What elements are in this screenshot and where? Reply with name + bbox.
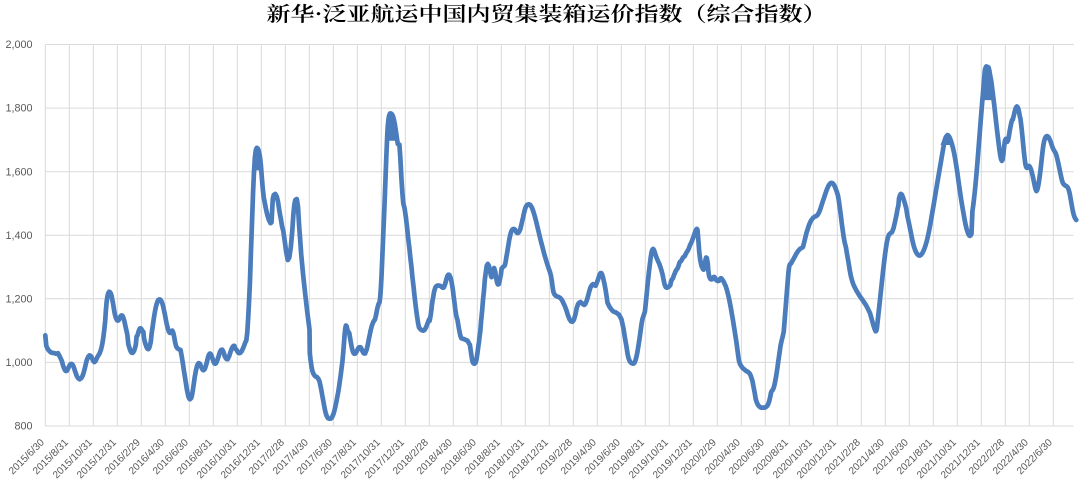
svg-text:1,400: 1,400 [5,230,32,242]
svg-text:2,000: 2,000 [5,39,32,51]
svg-text:800: 800 [14,421,32,433]
svg-text:1,800: 1,800 [5,103,32,115]
svg-text:1,000: 1,000 [5,357,32,369]
svg-text:1,200: 1,200 [5,293,32,305]
svg-text:1,600: 1,600 [5,166,32,178]
